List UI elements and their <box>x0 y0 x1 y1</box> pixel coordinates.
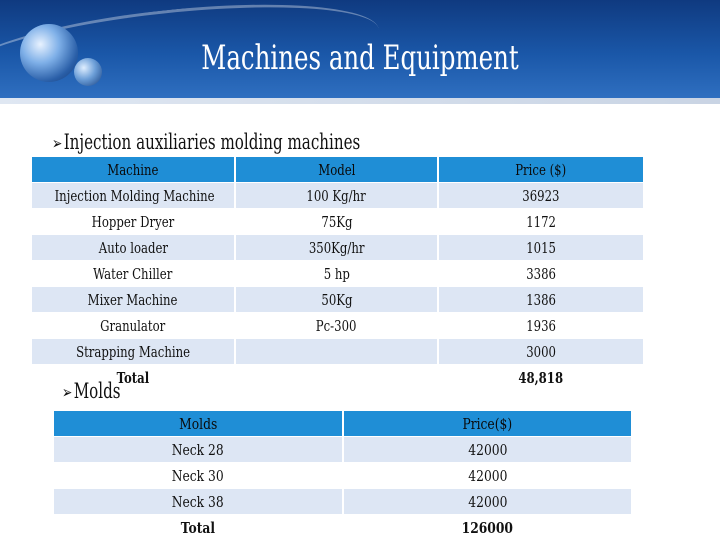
title-bar: Machines and Equipment <box>0 0 720 115</box>
table-cell <box>235 338 439 365</box>
total-value: 48,818 <box>438 364 645 391</box>
section-heading-injection: ➢Injection auxiliaries molding machines <box>52 130 360 154</box>
section-heading-molds: ➢Molds <box>62 379 121 403</box>
table-row: Neck 30 42000 <box>54 462 633 489</box>
header-cell: Price($) <box>343 411 633 437</box>
total-value: 126000 <box>343 514 633 541</box>
table-header-row: Molds Price($) <box>54 411 633 437</box>
table-cell: Pc-300 <box>235 312 439 339</box>
table-cell: Strapping Machine <box>32 338 236 365</box>
table-cell: 75Kg <box>235 208 439 235</box>
section-heading-text: Injection auxiliaries molding machines <box>63 130 361 154</box>
table-cell: Neck 30 <box>54 462 344 489</box>
table-row: Strapping Machine 3000 <box>32 338 645 365</box>
table-cell: 50Kg <box>235 286 439 313</box>
small-globe-icon <box>74 58 102 86</box>
table-row: Hopper Dryer 75Kg 1172 <box>32 208 645 235</box>
header-cell: Price ($) <box>438 157 645 183</box>
table-cell: Auto loader <box>32 234 236 261</box>
table-cell: 100 Kg/hr <box>235 182 439 209</box>
table-cell: Mixer Machine <box>32 286 236 313</box>
total-label: Total <box>54 514 344 541</box>
table-cell: Neck 38 <box>54 488 344 515</box>
header-divider <box>0 98 720 104</box>
table-row: Water Chiller 5 hp 3386 <box>32 260 645 287</box>
table-cell: 350Kg/hr <box>235 234 439 261</box>
table-cell: Water Chiller <box>32 260 236 287</box>
table-row: Neck 28 42000 <box>54 436 633 463</box>
table-cell: 5 hp <box>235 260 439 287</box>
table-cell: 1015 <box>438 234 645 261</box>
table-cell: Granulator <box>32 312 236 339</box>
header-cell: Model <box>235 157 439 183</box>
table-cell: Neck 28 <box>54 436 344 463</box>
table-row: Auto loader 350Kg/hr 1015 <box>32 234 645 261</box>
table-row: Neck 38 42000 <box>54 488 633 515</box>
table-cell: 42000 <box>343 488 633 515</box>
header-cell: Molds <box>54 411 344 437</box>
table-cell: 1386 <box>438 286 645 313</box>
table-cell: 42000 <box>343 462 633 489</box>
table-row: Mixer Machine 50Kg 1386 <box>32 286 645 313</box>
table-header-row: Machine Model Price ($) <box>32 157 645 183</box>
table-cell: 36923 <box>438 182 645 209</box>
table-cell: 3000 <box>438 338 645 365</box>
globe-logo-icon <box>20 24 78 82</box>
table-cell: 3386 <box>438 260 645 287</box>
table-cell: 1172 <box>438 208 645 235</box>
table-total-row: Total 126000 <box>54 514 633 541</box>
table-cell: 42000 <box>343 436 633 463</box>
table-cell <box>235 364 439 391</box>
section-heading-text: Molds <box>73 379 121 403</box>
table-cell: Hopper Dryer <box>32 208 236 235</box>
table-row: Injection Molding Machine 100 Kg/hr 3692… <box>32 182 645 209</box>
arrow-bullet-icon: ➢ <box>52 134 63 154</box>
machines-table: Machine Model Price ($) Injection Moldin… <box>32 157 645 391</box>
molds-table: Molds Price($) Neck 28 42000 Neck 30 420… <box>54 411 633 541</box>
total-label: Total <box>32 364 236 391</box>
header-cell: Machine <box>32 157 236 183</box>
slide-title: Machines and Equipment <box>201 38 519 78</box>
arrow-bullet-icon: ➢ <box>62 383 73 403</box>
table-cell: Injection Molding Machine <box>32 182 236 209</box>
table-cell: 1936 <box>438 312 645 339</box>
table-total-row: Total 48,818 <box>32 364 645 391</box>
table-row: Granulator Pc-300 1936 <box>32 312 645 339</box>
